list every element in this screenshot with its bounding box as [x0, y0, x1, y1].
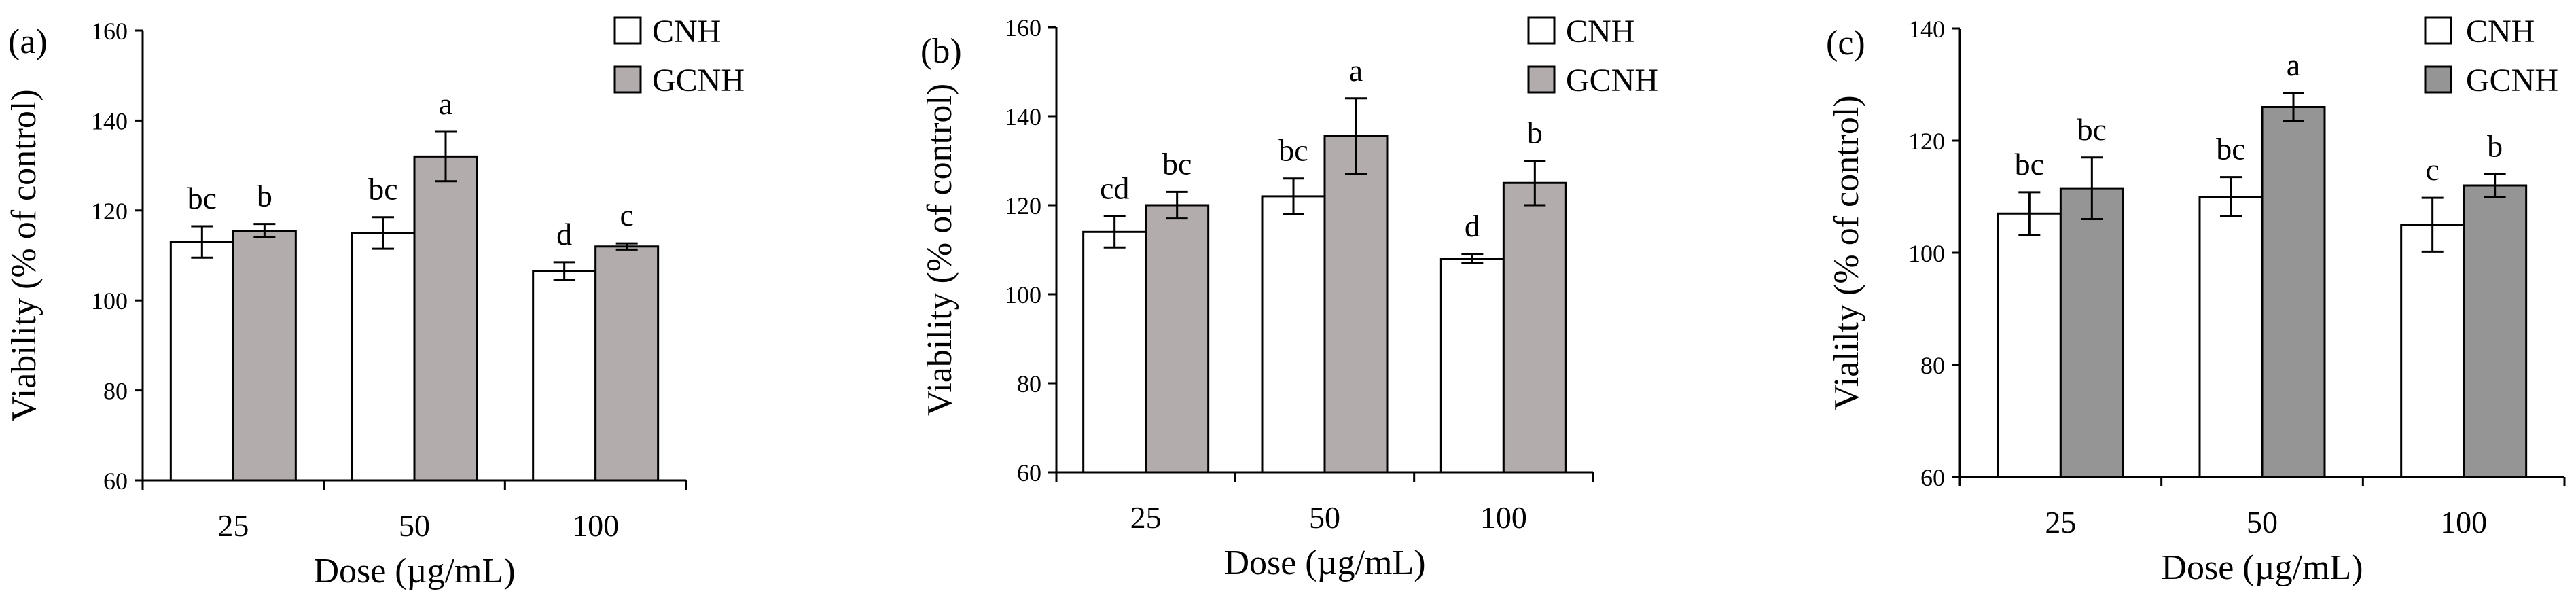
x-tick-label: 50	[399, 508, 430, 543]
bar-gcnh	[594, 245, 660, 482]
significance-letter: a	[1349, 53, 1363, 88]
bar-cnh	[1261, 195, 1326, 474]
panel-label: (b)	[920, 32, 962, 71]
y-tick-label: 80	[1017, 370, 1041, 397]
significance-letter: b	[2487, 129, 2503, 164]
bar-gcnh	[2261, 106, 2326, 478]
y-tick-label: 120	[1005, 192, 1041, 219]
legend-label: CNH	[2466, 14, 2535, 50]
bar-cnh	[1082, 230, 1147, 474]
significance-letter: bc	[1162, 146, 1192, 181]
x-tick-label: 25	[217, 508, 249, 543]
legend: CNH GCNH	[2424, 14, 2558, 99]
bar-cnh	[532, 270, 597, 482]
significance-letter: a	[439, 86, 452, 121]
significance-letter: bc	[187, 181, 217, 215]
y-tick-label: 60	[103, 467, 128, 495]
significance-letter: d	[556, 217, 572, 251]
legend: CNH GCNH	[1527, 14, 1658, 99]
y-tick-label: 60	[1920, 464, 1945, 491]
x-tick-label: 100	[1480, 500, 1527, 535]
panel-label: (c)	[1826, 24, 1865, 63]
significance-letter: a	[2287, 48, 2300, 82]
y-tick-label: 160	[1005, 14, 1041, 41]
legend-label: GCNH	[1566, 63, 1658, 99]
legend-swatch-gcnh	[613, 65, 642, 94]
significance-letter: bc	[368, 172, 397, 207]
significance-letter: b	[1527, 116, 1543, 150]
legend-swatch-gcnh	[2424, 65, 2452, 94]
significance-letter: bc	[2216, 132, 2245, 166]
y-tick-label: 80	[103, 378, 128, 405]
bar-cnh	[2198, 196, 2264, 478]
y-tick-label: 120	[91, 198, 128, 225]
bar-cnh	[1997, 212, 2062, 478]
x-tick-label: 100	[572, 508, 619, 543]
significance-letter: bc	[2015, 147, 2044, 181]
legend-label: CNH	[1566, 14, 1634, 50]
bar-cnh	[1439, 258, 1505, 474]
significance-letter: bc	[1278, 133, 1308, 168]
legend-swatch-gcnh	[1527, 65, 1556, 94]
y-axis-title: Viability (% of control)	[920, 84, 959, 416]
y-tick-label: 100	[91, 287, 128, 315]
y-axis-title: Viability (% of control)	[5, 89, 43, 421]
y-tick-label: 140	[1908, 16, 1945, 43]
y-tick-label: 100	[1005, 281, 1041, 308]
legend-label: GCNH	[2466, 63, 2558, 99]
y-tick-label: 160	[91, 18, 128, 45]
bar-cnh	[351, 232, 416, 482]
x-axis-title: Dose (µg/mL)	[2161, 548, 2363, 587]
legend-label: GCNH	[652, 63, 745, 99]
x-axis-title: Dose (µg/mL)	[1223, 544, 1425, 582]
bar-gcnh	[413, 155, 478, 482]
x-tick-label: 50	[1309, 500, 1340, 535]
legend-swatch-cnh	[1527, 16, 1556, 45]
x-tick-label: 25	[1130, 500, 1162, 535]
significance-letter: cd	[1100, 171, 1129, 205]
significance-letter: b	[257, 179, 272, 213]
bar-gcnh	[2059, 187, 2124, 478]
x-tick-label: 25	[2045, 505, 2076, 539]
y-tick-label: 60	[1017, 459, 1041, 486]
significance-letter: d	[1465, 209, 1480, 243]
y-tick-label: 140	[1005, 103, 1041, 130]
bar-gcnh	[1145, 204, 1210, 474]
bar-cnh	[2400, 224, 2465, 478]
legend: CNH GCNH	[613, 14, 745, 99]
significance-letter: c	[2425, 152, 2439, 187]
x-tick-label: 100	[2440, 505, 2487, 539]
x-axis-title: Dose (µg/mL)	[313, 552, 515, 590]
bar-gcnh	[1502, 181, 1567, 474]
panel-label: (a)	[8, 22, 48, 61]
y-tick-label: 100	[1908, 240, 1945, 267]
bar-gcnh	[232, 230, 297, 482]
legend-swatch-cnh	[613, 16, 642, 45]
bar-gcnh	[1323, 135, 1389, 474]
legend-label: CNH	[652, 14, 721, 50]
y-tick-label: 80	[1920, 352, 1945, 379]
legend-swatch-cnh	[2424, 16, 2452, 45]
y-tick-label: 120	[1908, 128, 1945, 155]
chart-panel-1: 60 80 100 120 140 160 25 50 100 bc bc d b a c (a) Viabil…	[5, 14, 745, 590]
y-tick-label: 140	[91, 107, 128, 135]
significance-letter: c	[620, 198, 633, 232]
y-axis-title: Vialilty (% of control)	[1827, 95, 1866, 410]
significance-letter: bc	[2077, 112, 2107, 147]
x-tick-label: 50	[2247, 505, 2278, 539]
bar-cnh	[169, 241, 234, 482]
bar-gcnh	[2463, 184, 2528, 478]
